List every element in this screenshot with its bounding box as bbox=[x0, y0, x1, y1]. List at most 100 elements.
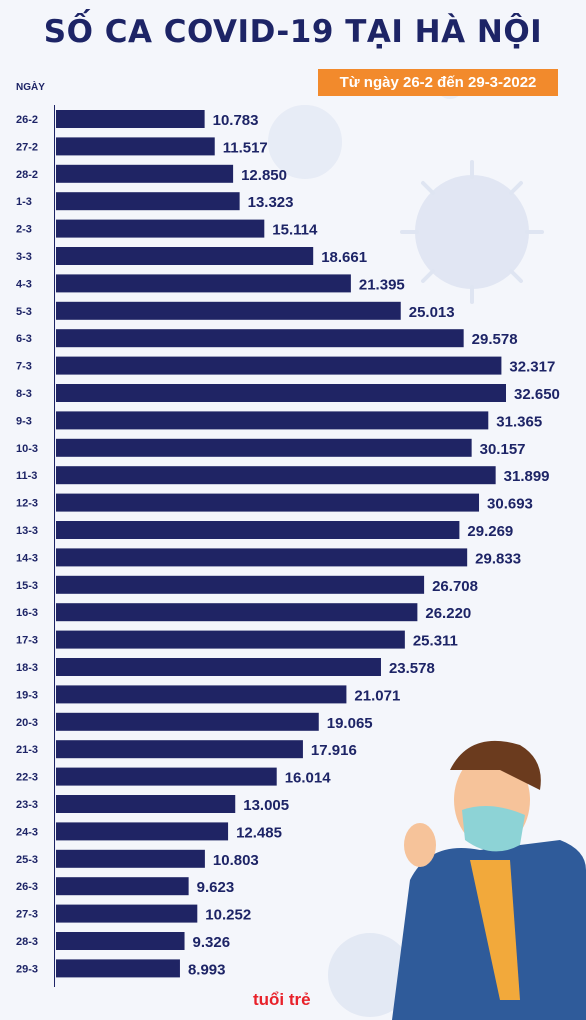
bar bbox=[56, 411, 489, 430]
category-label: 11-3 bbox=[16, 470, 37, 482]
person-illustration bbox=[392, 740, 586, 1020]
category-label: 20-3 bbox=[16, 717, 38, 729]
value-label: 13.005 bbox=[243, 797, 289, 814]
category-label: 8-3 bbox=[16, 388, 32, 400]
bar bbox=[56, 575, 425, 594]
category-label: 9-3 bbox=[16, 415, 32, 427]
category-label: 27-2 bbox=[16, 141, 38, 153]
value-label: 18.661 bbox=[321, 249, 367, 266]
value-label: 12.485 bbox=[236, 824, 282, 841]
category-label: 21-3 bbox=[16, 744, 38, 756]
bar bbox=[56, 849, 205, 868]
category-label: 13-3 bbox=[16, 525, 38, 537]
bar bbox=[56, 685, 347, 704]
bar bbox=[56, 932, 185, 950]
value-label: 29.269 bbox=[467, 523, 513, 540]
y-axis-line bbox=[54, 105, 55, 987]
value-label: 17.916 bbox=[311, 742, 357, 759]
category-label: 16-3 bbox=[16, 607, 38, 619]
bar bbox=[56, 301, 401, 320]
bar bbox=[56, 548, 468, 567]
bar bbox=[56, 904, 198, 923]
bar bbox=[56, 493, 480, 512]
bar bbox=[56, 740, 303, 759]
category-label: 24-3 bbox=[16, 826, 38, 838]
bar bbox=[56, 274, 351, 293]
value-label: 16.014 bbox=[285, 770, 332, 787]
category-label: 26-2 bbox=[16, 114, 38, 126]
page-title: SỐ CA COVID-19 TẠI HÀ NỘI bbox=[43, 14, 543, 50]
category-label: 28-2 bbox=[16, 169, 38, 181]
value-label: 15.114 bbox=[272, 222, 318, 239]
category-label: 23-3 bbox=[16, 799, 38, 811]
value-label: 31.365 bbox=[496, 413, 542, 430]
bar bbox=[56, 356, 502, 375]
bar bbox=[56, 219, 265, 238]
bar bbox=[56, 795, 236, 813]
bar bbox=[56, 603, 418, 622]
bar bbox=[56, 247, 314, 265]
value-label: 10.803 bbox=[213, 852, 259, 869]
value-label: 23.578 bbox=[389, 660, 435, 677]
value-label: 21.395 bbox=[359, 276, 405, 293]
y-axis-label: NGÀY bbox=[16, 82, 45, 93]
category-label: 15-3 bbox=[16, 580, 38, 592]
value-label: 30.693 bbox=[487, 496, 533, 513]
value-label: 29.578 bbox=[472, 331, 518, 348]
bar bbox=[56, 767, 277, 786]
bar bbox=[56, 438, 472, 457]
value-label: 11.517 bbox=[223, 139, 268, 156]
category-label: 17-3 bbox=[16, 635, 38, 647]
tuoi-tre-logo: tuổi trẻ bbox=[253, 990, 311, 1009]
bar bbox=[56, 630, 405, 649]
value-label: 26.708 bbox=[432, 578, 478, 595]
category-label: 1-3 bbox=[16, 196, 32, 208]
category-label: 22-3 bbox=[16, 772, 38, 784]
bar bbox=[56, 658, 381, 676]
value-label: 32.650 bbox=[514, 386, 560, 403]
category-label: 4-3 bbox=[16, 278, 32, 290]
category-label: 26-3 bbox=[16, 881, 38, 893]
value-label: 31.899 bbox=[504, 468, 550, 485]
bar bbox=[56, 521, 460, 539]
value-label: 9.326 bbox=[193, 934, 231, 951]
category-label: 5-3 bbox=[16, 306, 32, 318]
value-label: 10.252 bbox=[205, 907, 251, 924]
category-label: 27-3 bbox=[16, 909, 38, 921]
bar bbox=[56, 164, 234, 183]
value-label: 29.833 bbox=[475, 550, 521, 567]
bar bbox=[56, 192, 240, 211]
value-label: 30.157 bbox=[480, 441, 526, 458]
category-label: 2-3 bbox=[16, 224, 32, 236]
category-label: 12-3 bbox=[16, 498, 38, 510]
category-label: 18-3 bbox=[16, 662, 38, 674]
category-label: 3-3 bbox=[16, 251, 32, 263]
category-label: 14-3 bbox=[16, 552, 38, 564]
bar bbox=[56, 712, 319, 731]
value-label: 13.323 bbox=[248, 194, 294, 211]
value-label: 32.317 bbox=[509, 359, 555, 376]
virus-icon bbox=[268, 105, 342, 179]
bar bbox=[56, 822, 229, 841]
category-label: 19-3 bbox=[16, 689, 38, 701]
value-label: 12.850 bbox=[241, 167, 287, 184]
value-label: 26.220 bbox=[425, 605, 471, 622]
value-label: 25.013 bbox=[409, 304, 455, 321]
bar bbox=[56, 110, 205, 128]
bar bbox=[56, 877, 189, 896]
date-range-badge: Từ ngày 26-2 đến 29-3-2022 bbox=[318, 69, 558, 96]
category-label: 6-3 bbox=[16, 333, 32, 345]
category-label: 29-3 bbox=[16, 963, 38, 975]
category-label: 10-3 bbox=[16, 443, 38, 455]
category-label: 7-3 bbox=[16, 361, 32, 373]
bar bbox=[56, 137, 215, 156]
category-label: 25-3 bbox=[16, 854, 38, 866]
bar bbox=[56, 329, 464, 348]
bar bbox=[56, 384, 506, 402]
bar bbox=[56, 959, 180, 978]
value-label: 10.783 bbox=[213, 112, 259, 129]
value-label: 8.993 bbox=[188, 961, 226, 978]
value-label: 19.065 bbox=[327, 715, 373, 732]
